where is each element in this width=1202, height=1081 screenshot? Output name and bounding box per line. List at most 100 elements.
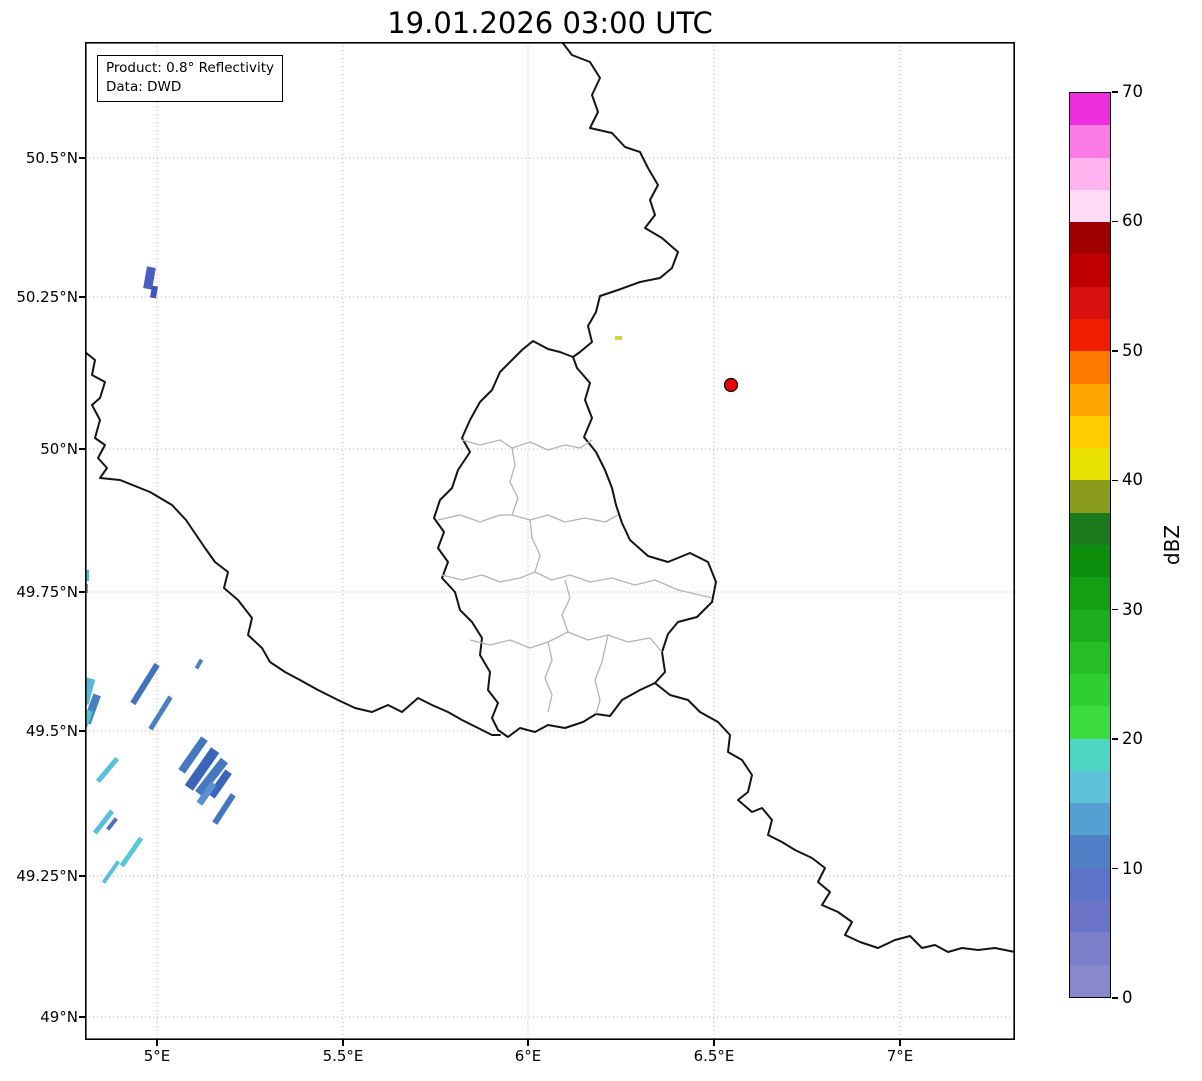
canton-border	[529, 519, 541, 573]
y-tick-mark	[79, 730, 85, 732]
colorbar-segment	[1070, 415, 1110, 449]
colorbar-tick-label: 40	[1122, 470, 1143, 490]
radar-echo	[106, 817, 118, 831]
radar-echo	[194, 658, 204, 670]
colorbar-tick-label: 0	[1122, 988, 1133, 1007]
radar-echo	[130, 662, 160, 706]
radar-marker-layer	[723, 377, 739, 393]
colorbar-segment	[1070, 803, 1110, 836]
canton-border	[509, 447, 519, 516]
colorbar-segment	[1070, 577, 1110, 610]
colorbar-segment	[1070, 738, 1110, 771]
map-plot: Product: 0.8° Reflectivity Data: DWD	[85, 42, 1015, 1040]
colorbar-segment	[1070, 674, 1110, 707]
colorbar-segment	[1070, 867, 1110, 901]
x-tick-mark	[527, 1040, 529, 1046]
y-tick-mark	[79, 591, 85, 593]
radar-echo	[119, 836, 144, 868]
border-luxembourg	[433, 340, 717, 738]
colorbar-tick-mark	[1112, 738, 1118, 740]
radar-echo	[95, 756, 120, 784]
info-box: Product: 0.8° Reflectivity Data: DWD	[97, 55, 283, 102]
colorbar-segment	[1070, 512, 1110, 545]
colorbar-tick-label: 50	[1122, 340, 1143, 360]
radar-echo	[212, 793, 236, 825]
gridlines-layer	[85, 42, 1015, 1040]
colorbar-tick-mark	[1112, 220, 1118, 223]
border-germany-france	[654, 682, 1015, 953]
colorbar-segment	[1070, 157, 1110, 190]
colorbar-segment	[1070, 189, 1110, 223]
colorbar-tick-label: 10	[1122, 858, 1143, 878]
plot-frame	[85, 42, 1015, 1040]
colorbar-tick-mark	[1112, 479, 1118, 481]
radar-echo	[615, 336, 622, 340]
colorbar-tick-label: 20	[1122, 729, 1143, 749]
x-tick-mark	[713, 1040, 715, 1046]
plot-title: 19.01.2026 03:00 UTC	[387, 6, 713, 40]
x-tick-label: 6°E	[514, 1047, 542, 1065]
colorbar-segment	[1070, 448, 1110, 481]
canton-border	[544, 641, 553, 713]
radar-echo	[150, 285, 158, 299]
colorbar-segment	[1070, 222, 1110, 255]
canton-border	[594, 634, 609, 715]
radar-echo	[148, 695, 173, 731]
radar-echo	[101, 860, 121, 884]
y-tick-label: 49°N	[40, 1007, 78, 1026]
colorbar-axis-label: dBZ	[1160, 524, 1184, 566]
y-tick-label: 49.75°N	[16, 582, 78, 601]
colorbar-segment	[1070, 480, 1110, 513]
x-tick-mark	[899, 1040, 901, 1046]
radar-echoes-layer	[85, 266, 622, 884]
colorbar-segment	[1070, 544, 1110, 578]
colorbar-tick-mark	[1112, 609, 1118, 611]
canton-border	[469, 631, 663, 653]
colorbar-tick-label: 30	[1122, 599, 1143, 619]
border-france-belgium	[85, 351, 501, 736]
radar-echo	[85, 570, 89, 581]
radar-echo	[143, 266, 156, 290]
colorbar-tick-label: 70	[1122, 82, 1143, 101]
x-tick-mark	[156, 1040, 158, 1046]
colorbar-segment	[1070, 770, 1110, 804]
y-tick-label: 49.25°N	[16, 866, 78, 885]
colorbar-segment	[1070, 125, 1110, 158]
colorbar-tick-mark	[1112, 867, 1118, 870]
colorbar-segment	[1070, 609, 1110, 642]
x-tick-label: 6.5°E	[693, 1047, 735, 1065]
colorbar-segment	[1070, 286, 1110, 319]
border-belgium-germany	[561, 42, 679, 358]
x-tick-label: 5°E	[143, 1047, 171, 1065]
radar-echo	[196, 781, 217, 806]
x-tick-label: 5.5°E	[322, 1047, 364, 1065]
y-tick-mark	[79, 157, 85, 159]
colorbar-segment	[1070, 318, 1110, 352]
colorbar-tick-mark	[1112, 91, 1118, 93]
colorbar	[1069, 92, 1111, 998]
canton-border	[441, 571, 713, 599]
colorbar-segment	[1070, 900, 1110, 933]
radar-echo	[85, 677, 96, 705]
x-tick-label: 7°E	[886, 1047, 914, 1065]
y-tick-mark	[79, 875, 85, 877]
y-tick-mark	[79, 1016, 85, 1018]
radar-echo	[208, 769, 232, 799]
radar-echo	[92, 809, 115, 835]
colorbar-tick-label: 60	[1122, 211, 1143, 231]
radar-echo	[195, 757, 228, 797]
colorbar-segment	[1070, 254, 1110, 287]
colorbar-segment	[1070, 964, 1110, 997]
info-box-product: Product: 0.8° Reflectivity	[106, 60, 274, 76]
colorbar-segment	[1070, 835, 1110, 868]
y-tick-label: 50.5°N	[25, 148, 78, 167]
colorbar-segment	[1070, 93, 1110, 126]
colorbar-segment	[1070, 383, 1110, 416]
radar-echo	[178, 736, 208, 774]
y-tick-mark	[79, 448, 85, 450]
map-svg	[85, 42, 1015, 1040]
info-box-source: Data: DWD	[106, 78, 182, 95]
colorbar-segment	[1070, 706, 1110, 739]
canton-border	[461, 439, 593, 451]
